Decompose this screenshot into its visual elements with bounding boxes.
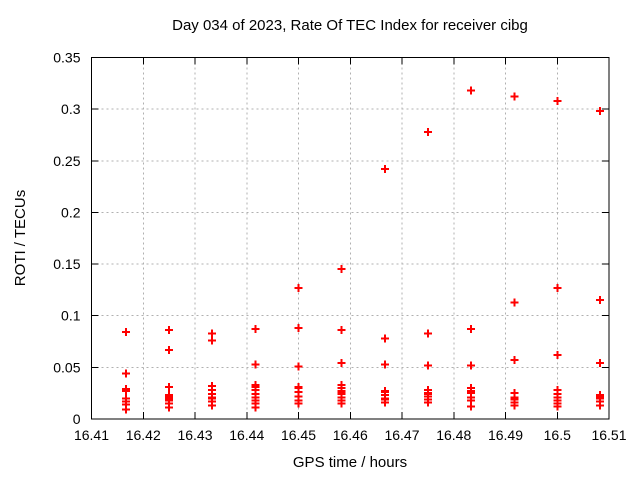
data-point-marker [122,405,131,414]
data-point-marker [423,127,432,136]
y-tick-label: 0 [73,411,81,427]
data-point-marker [208,336,217,345]
y-tick-label: 0.35 [53,50,80,66]
x-tick-label: 16.51 [591,427,626,443]
y-tick-label: 0.1 [61,308,81,324]
x-tick-label: 16.41 [74,427,109,443]
data-point-marker [510,356,519,365]
data-point-marker [466,361,475,370]
x-tick-label: 16.48 [436,427,471,443]
data-point-marker [423,398,432,407]
data-point-marker [337,326,346,335]
x-axis-label: GPS time / hours [293,454,407,471]
data-point-marker [596,359,605,368]
x-tick-label: 16.5 [544,427,571,443]
data-point-marker [423,361,432,370]
y-tick-label: 0.05 [53,359,80,375]
data-point-marker [165,345,174,354]
y-tick-labels: 0 0.05 0.1 0.15 0.2 0.25 0.3 0.35 [53,50,80,428]
data-point-marker [380,360,389,369]
data-point-marker [553,350,562,359]
data-point-marker [122,369,131,378]
x-tick-label: 16.49 [488,427,523,443]
data-point-marker [466,86,475,95]
data-points [122,86,605,414]
gridlines [91,57,609,419]
data-point-marker [553,283,562,292]
data-point-marker [337,359,346,368]
data-point-marker [423,329,432,338]
x-tick-label: 16.47 [384,427,419,443]
chart-title: Day 034 of 2023, Rate Of TEC Index for r… [172,17,528,34]
data-point-marker [251,403,260,412]
data-point-marker [380,334,389,343]
x-tick-label: 16.44 [229,427,264,443]
data-point-marker [122,387,131,396]
data-point-marker [294,399,303,408]
data-point-marker [380,398,389,407]
data-point-marker [294,362,303,371]
y-tick-label: 0.15 [53,256,80,272]
data-point-marker [380,165,389,174]
y-axis-label: ROTI / TECUs [12,190,29,286]
data-point-marker [294,283,303,292]
data-point-marker [337,265,346,274]
data-point-marker [510,401,519,410]
data-point-marker [251,325,260,334]
data-point-marker [466,402,475,411]
data-point-marker [466,325,475,334]
data-point-marker [596,401,605,410]
x-tick-label: 16.42 [126,427,161,443]
x-tick-label: 16.45 [281,427,316,443]
data-point-marker [165,403,174,412]
x-tick-label: 16.43 [177,427,212,443]
data-point-marker [596,296,605,305]
y-tick-label: 0.3 [61,101,81,117]
data-point-marker [553,402,562,411]
data-point-marker [337,399,346,408]
data-point-marker [553,96,562,105]
data-point-marker [122,328,131,337]
data-point-marker [510,298,519,307]
y-tick-label: 0.2 [61,204,81,220]
data-point-marker [596,107,605,116]
data-point-marker [165,326,174,335]
x-tick-label: 16.46 [333,427,368,443]
data-point-marker [294,324,303,333]
y-tick-label: 0.25 [53,153,80,169]
data-point-marker [208,401,217,410]
data-point-marker [165,382,174,391]
plot-border [91,57,610,420]
data-point-marker [510,92,519,101]
x-tick-labels: 16.41 16.42 16.43 16.44 16.45 16.46 16.47 16.48… [74,427,627,443]
data-point-marker [251,360,260,369]
data-point-marker [208,329,217,338]
